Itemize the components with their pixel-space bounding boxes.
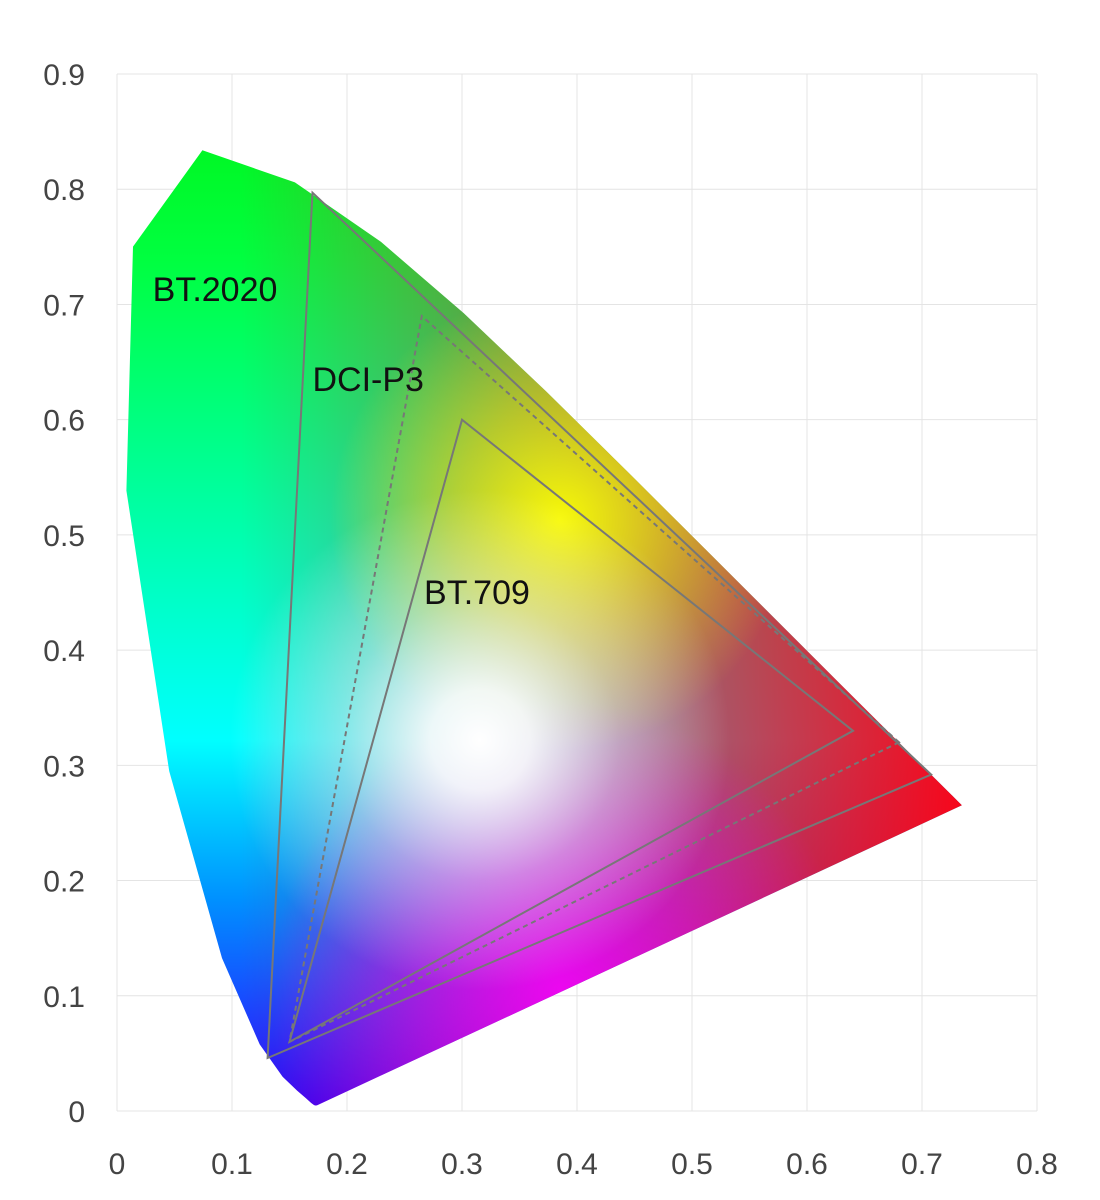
x-tick-label: 0.5	[671, 1148, 713, 1181]
dci-p3-triangle	[288, 314, 901, 1044]
y-tick-label: 0	[68, 1096, 85, 1129]
y-tick-label: 0.1	[43, 981, 85, 1014]
tick-labels: 0 0.1 0.2 0.3 0.4 0.5 0.6 0.7 0.8 0 0.1 0.2 0.3 0.4 0.…	[43, 59, 1058, 1181]
x-tick-label: 0.3	[441, 1148, 483, 1181]
y-tick-label: 0.4	[43, 635, 85, 668]
bt-2020-label: BT.2020	[153, 271, 278, 309]
x-tick-label: 0.8	[1016, 1148, 1058, 1181]
x-tick-label: 0.1	[211, 1148, 253, 1181]
x-tick-label: 0.4	[556, 1148, 598, 1181]
dci-p3-label: DCI-P3	[313, 361, 424, 399]
gamut-triangles	[266, 190, 933, 1060]
y-tick-label: 0.7	[43, 289, 85, 322]
x-tick-label: 0.2	[326, 1148, 368, 1181]
x-tick-label: 0.7	[901, 1148, 943, 1181]
y-tick-label: 0.8	[43, 174, 85, 207]
y-tick-label: 0.3	[43, 750, 85, 783]
bt-2020-triangle	[266, 190, 933, 1060]
y-tick-label: 0.9	[43, 59, 85, 92]
bt-709-label: BT.709	[424, 574, 530, 612]
x-tick-label: 0.6	[786, 1148, 828, 1181]
gamut-labels: BT.2020 DCI-P3 BT.709	[153, 271, 530, 612]
y-tick-label: 0.5	[43, 520, 85, 553]
y-tick-label: 0.2	[43, 866, 85, 899]
x-tick-label: 0	[109, 1148, 126, 1181]
y-tick-label: 0.6	[43, 405, 85, 438]
bt-709-triangle	[287, 417, 855, 1044]
